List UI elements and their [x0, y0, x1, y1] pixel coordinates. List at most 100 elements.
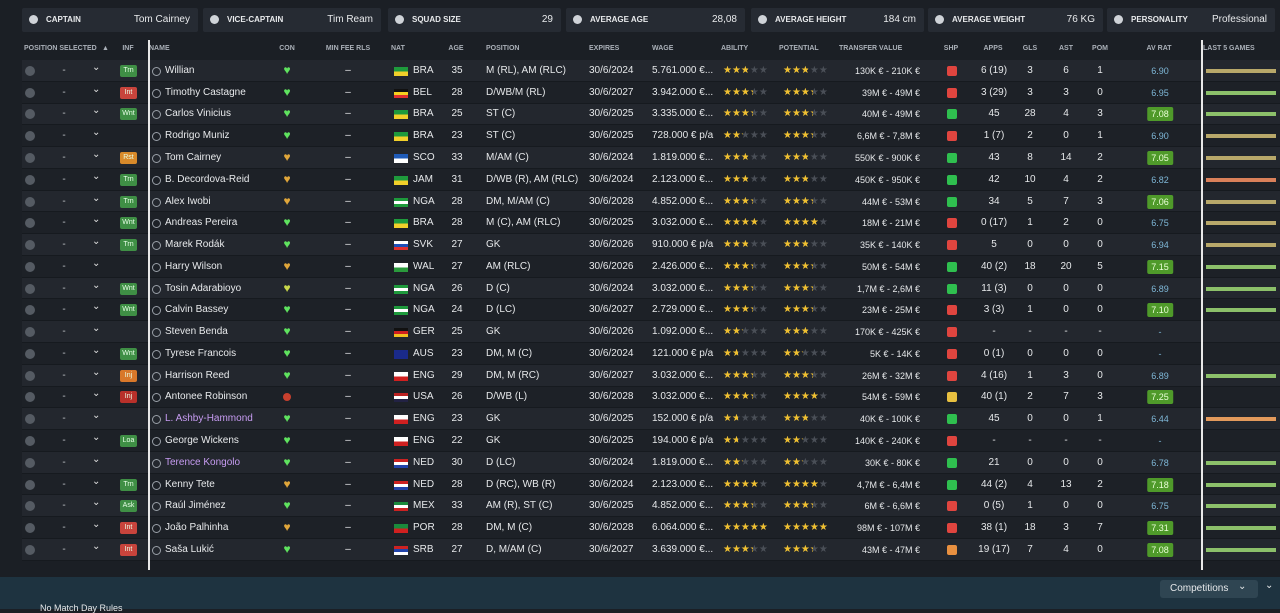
table-row[interactable]: [22, 255, 1280, 278]
select-toggle[interactable]: [25, 370, 35, 381]
player-name[interactable]: Rodrigo Muniz: [165, 130, 230, 142]
select-toggle[interactable]: [25, 196, 35, 207]
table-row[interactable]: [22, 430, 1280, 452]
position-dropdown[interactable]: ⌄: [92, 127, 101, 139]
select-toggle[interactable]: [25, 479, 35, 490]
player-name[interactable]: Terence Kongolo: [165, 456, 241, 468]
player-name[interactable]: L. Ashby-Hammond: [165, 413, 253, 425]
table-row[interactable]: [22, 234, 1280, 256]
select-toggle[interactable]: [25, 414, 35, 425]
player-name[interactable]: Timothy Castagne: [165, 86, 246, 98]
table-row[interactable]: [22, 364, 1280, 387]
column-header[interactable]: WAGE: [652, 45, 674, 52]
dropdown-chevron[interactable]: ⌄: [1265, 580, 1274, 591]
player-name[interactable]: Calvin Bassey: [165, 304, 229, 316]
position-dropdown[interactable]: ⌄: [92, 170, 101, 182]
column-header[interactable]: POSITION SELECTED: [24, 45, 97, 52]
position-dropdown[interactable]: ⌄: [92, 519, 101, 531]
table-row[interactable]: [22, 473, 1280, 496]
position-dropdown[interactable]: ⌄: [92, 540, 101, 552]
position-dropdown[interactable]: ⌄: [92, 323, 101, 335]
select-toggle[interactable]: [25, 65, 35, 76]
table-row[interactable]: [22, 321, 1280, 343]
select-toggle[interactable]: [25, 283, 35, 294]
position-dropdown[interactable]: ⌄: [92, 83, 101, 95]
column-header[interactable]: SHP: [943, 45, 959, 52]
position-dropdown[interactable]: ⌄: [92, 61, 101, 73]
player-name[interactable]: Steven Benda: [165, 326, 228, 338]
select-toggle[interactable]: [25, 305, 35, 316]
table-row[interactable]: [22, 147, 1280, 169]
table-row[interactable]: [22, 517, 1280, 539]
position-dropdown[interactable]: ⌄: [92, 214, 101, 226]
table-row[interactable]: [22, 451, 1280, 474]
select-toggle[interactable]: [25, 261, 35, 272]
select-toggle[interactable]: [25, 87, 35, 98]
table-row[interactable]: [22, 103, 1280, 126]
table-row[interactable]: [22, 125, 1280, 148]
position-dropdown[interactable]: ⌄: [92, 388, 101, 400]
select-toggle[interactable]: [25, 523, 35, 534]
select-toggle[interactable]: [25, 131, 35, 142]
position-dropdown[interactable]: ⌄: [92, 236, 101, 248]
player-name[interactable]: Raúl Jiménez: [165, 500, 226, 512]
dropdown-chevron[interactable]: ⌄: [1238, 581, 1247, 592]
player-name[interactable]: Saša Lukić: [165, 543, 214, 555]
table-row[interactable]: [22, 386, 1280, 409]
table-row[interactable]: [22, 212, 1280, 235]
player-name[interactable]: Harrison Reed: [165, 369, 230, 381]
column-header[interactable]: NAT: [391, 45, 405, 52]
table-row[interactable]: [22, 81, 1280, 104]
column-header[interactable]: INF: [122, 45, 134, 52]
column-header[interactable]: AGE: [448, 45, 464, 52]
table-row[interactable]: [22, 60, 1280, 82]
table-row[interactable]: [22, 299, 1280, 322]
position-dropdown[interactable]: ⌄: [92, 257, 101, 269]
select-toggle[interactable]: [25, 544, 35, 555]
column-header[interactable]: CON: [279, 45, 295, 52]
position-dropdown[interactable]: ⌄: [92, 148, 101, 160]
competitions-label[interactable]: Competitions: [1170, 583, 1229, 594]
select-toggle[interactable]: [25, 457, 35, 468]
player-name[interactable]: Tom Cairney: [165, 151, 222, 163]
player-name[interactable]: Harry Wilson: [165, 260, 223, 272]
table-row[interactable]: [22, 408, 1280, 431]
table-row[interactable]: [22, 343, 1280, 365]
position-dropdown[interactable]: ⌄: [92, 279, 101, 291]
select-toggle[interactable]: [25, 501, 35, 512]
column-header[interactable]: POM: [1092, 45, 1108, 52]
column-header[interactable]: MIN FEE RLS: [325, 45, 371, 52]
table-row[interactable]: [22, 277, 1280, 300]
select-toggle[interactable]: [25, 152, 35, 163]
column-header[interactable]: AV RAT: [1146, 45, 1172, 52]
column-header[interactable]: ABILITY: [721, 45, 749, 52]
position-dropdown[interactable]: ⌄: [92, 431, 101, 443]
column-header[interactable]: APPS: [983, 45, 1003, 52]
position-dropdown[interactable]: ⌄: [92, 192, 101, 204]
player-name[interactable]: George Wickens: [165, 434, 239, 446]
player-name[interactable]: Willian: [165, 64, 195, 76]
player-name[interactable]: Tyrese Francois: [165, 347, 237, 359]
select-toggle[interactable]: [25, 392, 35, 403]
column-header[interactable]: EXPIRES: [589, 45, 620, 52]
player-name[interactable]: Alex Iwobi: [165, 195, 211, 207]
table-row[interactable]: [22, 538, 1280, 561]
competitions-button[interactable]: [1160, 580, 1258, 598]
column-header[interactable]: GLS: [1022, 45, 1038, 52]
position-dropdown[interactable]: ⌄: [92, 344, 101, 356]
select-toggle[interactable]: [25, 218, 35, 229]
player-name[interactable]: Kenny Tete: [165, 478, 215, 490]
position-dropdown[interactable]: ⌄: [92, 105, 101, 117]
column-header[interactable]: POSITION: [486, 45, 520, 52]
player-name[interactable]: Tosin Adarabioyo: [165, 282, 242, 294]
position-dropdown[interactable]: ⌄: [92, 453, 101, 465]
table-row[interactable]: [22, 495, 1280, 518]
select-toggle[interactable]: [25, 109, 35, 120]
position-dropdown[interactable]: ⌄: [92, 497, 101, 509]
player-name[interactable]: Carlos Vinicius: [165, 108, 231, 120]
select-toggle[interactable]: [25, 327, 35, 338]
table-row[interactable]: [22, 168, 1280, 191]
column-header[interactable]: POTENTIAL: [779, 45, 819, 52]
position-dropdown[interactable]: ⌄: [92, 475, 101, 487]
position-dropdown[interactable]: ⌄: [92, 366, 101, 378]
